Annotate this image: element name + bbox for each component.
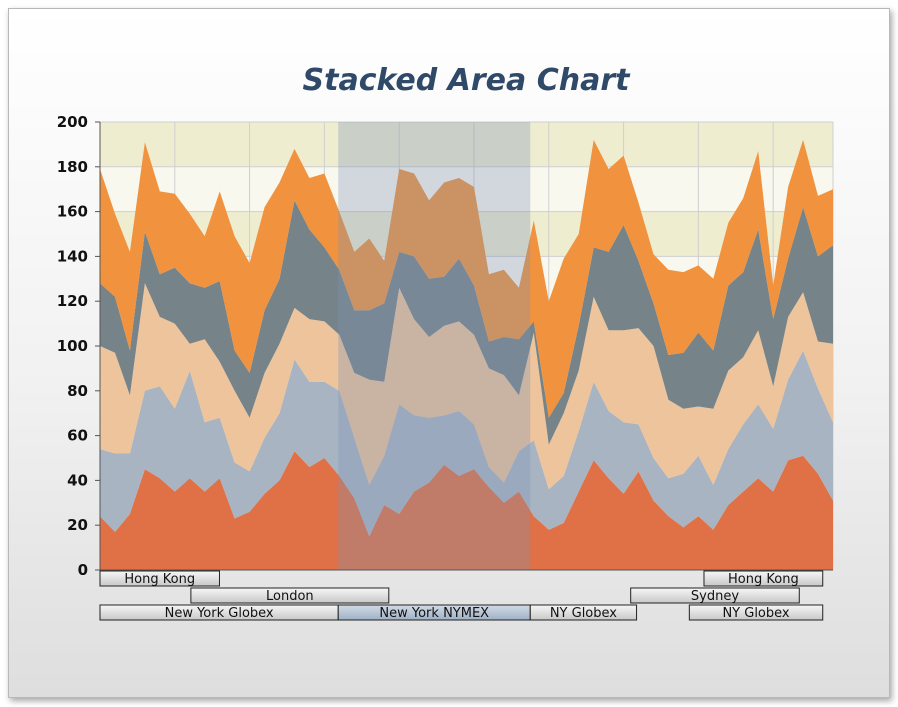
y-tick-label: 40 bbox=[67, 471, 88, 489]
session-band bbox=[190, 587, 390, 604]
session-band-label: Sydney bbox=[691, 589, 739, 604]
y-tick-label: 60 bbox=[67, 427, 88, 445]
session-band bbox=[630, 587, 800, 604]
y-axis-ticks: 0 20 40 60 80 100 120 140 160 180 200 bbox=[57, 113, 100, 579]
nymex-highlight bbox=[338, 122, 531, 570]
area-series-1 bbox=[100, 451, 833, 570]
session-band-label: London bbox=[266, 589, 314, 604]
y-tick-label: 160 bbox=[57, 203, 88, 221]
y-tick-label: 120 bbox=[57, 292, 88, 310]
session-highlight bbox=[338, 122, 531, 570]
y-tick-label: 200 bbox=[57, 113, 88, 131]
session-band bbox=[99, 570, 220, 587]
session-band-label: New York NYMEX bbox=[379, 606, 489, 621]
y-tick-label: 0 bbox=[78, 561, 88, 579]
area-series-2 bbox=[100, 350, 833, 537]
area-series-4 bbox=[100, 200, 833, 445]
area-series-group bbox=[100, 139, 833, 570]
session-band bbox=[529, 604, 638, 621]
session-band bbox=[688, 604, 824, 621]
grid-stripe bbox=[100, 122, 833, 167]
y-tick-label: 100 bbox=[57, 337, 88, 355]
session-band bbox=[703, 570, 824, 587]
session-band-label: NY Globex bbox=[722, 606, 789, 621]
session-bands: Hong Kong Hong Kong London Sydney New York G… bbox=[99, 570, 824, 621]
y-tick-label: 180 bbox=[57, 158, 88, 176]
area-series-3 bbox=[100, 283, 833, 490]
y-tick-label: 140 bbox=[57, 247, 88, 265]
session-band-label: Hong Kong bbox=[728, 572, 799, 587]
session-band-label: New York Globex bbox=[165, 606, 274, 621]
y-tick-label: 80 bbox=[67, 382, 88, 400]
y-tick-label: 20 bbox=[67, 516, 88, 534]
chart-title: Stacked Area Chart bbox=[303, 63, 632, 98]
session-band-label: Hong Kong bbox=[124, 572, 195, 587]
area-series-5 bbox=[100, 139, 833, 418]
session-band-label: NY Globex bbox=[550, 606, 617, 621]
